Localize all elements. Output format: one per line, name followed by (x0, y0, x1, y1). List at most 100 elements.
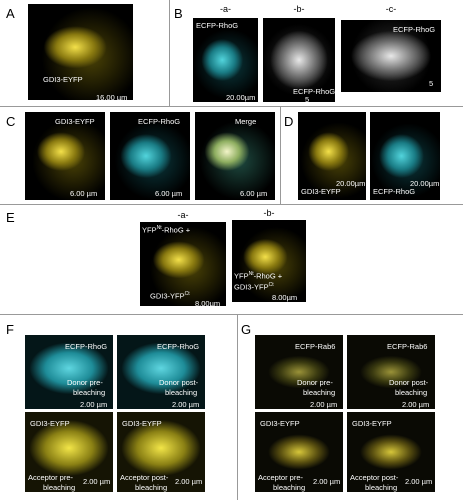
image-caption: bleaching (73, 388, 106, 397)
image-caption: Merge (235, 117, 257, 126)
image-caption: ECFP-RhoG (196, 21, 239, 30)
caption-part: -RhoG + (253, 271, 283, 281)
image-caption: 2.00 µm (405, 477, 433, 486)
separator (280, 106, 281, 204)
micrograph: ECFP-Rab6 Donor post-bleaching 2.00 µm (347, 335, 435, 409)
caption-part: Ct (184, 291, 190, 297)
caption-part: Nt (156, 225, 162, 231)
image-caption: 20.00µm (410, 179, 440, 188)
caption-part: Ct (268, 282, 274, 288)
image-caption: Acceptor post- (350, 473, 399, 482)
image-caption: 20.00µm (336, 179, 366, 188)
separator (0, 204, 463, 205)
image-caption: bleaching (303, 388, 336, 397)
micrograph: GDI3-EYFP Acceptor pre-bleaching 2.00 µm (25, 412, 113, 492)
image-caption: 2.00 µm (175, 477, 203, 486)
panel-label: B (174, 6, 183, 21)
micrograph: GDI3-EYFP Acceptor post-bleaching 2.00 µm (117, 412, 205, 492)
image-caption: GDI3-EYFP (301, 187, 341, 196)
image-caption: bleaching (43, 483, 76, 492)
caption-part: YFP (142, 225, 157, 235)
image-caption: Acceptor pre- (28, 473, 74, 482)
image-caption: 5 (305, 95, 310, 102)
subpanel-label: -a- (220, 4, 231, 14)
image-caption: bleaching (273, 483, 306, 492)
caption-part: -RhoG + (161, 225, 191, 235)
micrograph: ECFP-RhoG Donor pre-bleaching 2.00 µm (25, 335, 113, 409)
image-caption: Donor pre- (67, 378, 103, 387)
subpanel-label: -b- (293, 4, 305, 14)
panel-label: D (284, 114, 294, 129)
image-caption: ECFP-RhoG (393, 25, 436, 34)
image-caption: 2.00 µm (83, 477, 111, 486)
image-caption: YFPNt-RhoG + (142, 226, 190, 234)
micrograph: GDI3-EYFP 16.00 µm (28, 4, 133, 100)
image-caption: ECFP-RhoG (293, 87, 335, 96)
panel-label: A (6, 6, 15, 21)
image-caption: 6.00 µm (70, 189, 98, 198)
image-caption: ECFP-Rab6 (295, 342, 336, 351)
image-caption: 5 (429, 79, 434, 88)
micrograph: ECFP-RhoG 6.00 µm (110, 112, 190, 200)
panel-label: F (6, 322, 14, 337)
micrograph: YFPNt-RhoG + GDI3-YFPCt 8.00µm (140, 222, 226, 306)
panel-label: G (241, 322, 252, 337)
separator (0, 314, 463, 315)
image-caption: 2.00 µm (310, 400, 338, 409)
image-caption: 8.00µm (195, 299, 221, 306)
image-caption: bleaching (395, 388, 428, 397)
micrograph: YFPNt-RhoG + GDI3-YFPCt 8.00µm (232, 220, 306, 302)
micrograph: Merge 6.00 µm (195, 112, 275, 200)
image-caption: Donor post- (389, 378, 429, 387)
image-caption: GDI3-EYFP (30, 419, 70, 428)
image-caption: 16.00 µm (96, 93, 128, 100)
image-caption: ECFP-RhoG (373, 187, 416, 196)
image-caption: ECFP-RhoG (138, 117, 181, 126)
separator (0, 106, 463, 107)
micrograph: GDI3-EYFP 6.00 µm (25, 112, 105, 200)
image-caption: GDI3-EYFP (55, 117, 95, 126)
caption-part: GDI3-YFP (234, 282, 269, 292)
image-caption: 6.00 µm (240, 189, 268, 198)
image-caption: 2.00 µm (313, 477, 341, 486)
image-caption: Acceptor pre- (258, 473, 304, 482)
image-caption: Acceptor post- (120, 473, 169, 482)
subpanel-label: -a- (177, 210, 189, 220)
panel-label: C (6, 114, 16, 129)
image-caption: Donor post- (159, 378, 199, 387)
panel-label: E (6, 210, 15, 225)
image-caption: 8.00µm (272, 293, 298, 302)
micrograph: ECFP-Rab6 Donor pre-bleaching 2.00 µm (255, 335, 343, 409)
subpanel-label: -c- (385, 4, 397, 14)
image-caption: Donor pre- (297, 378, 333, 387)
micrograph: ECFP-RhoG 5 (341, 20, 441, 92)
caption-part: GDI3-YFP (150, 291, 185, 301)
subpanel-label: -b- (263, 208, 275, 218)
image-caption: 2.00 µm (172, 400, 200, 409)
image-caption: 6.00 µm (155, 189, 183, 198)
image-caption: YFPNt-RhoG + (234, 272, 282, 280)
image-caption: GDI3-EYFP (260, 419, 300, 428)
image-caption: bleaching (135, 483, 168, 492)
micrograph: ECFP-RhoG 5 (263, 18, 335, 102)
image-caption: ECFP-RhoG (65, 342, 108, 351)
image-caption: 2.00 µm (80, 400, 108, 409)
micrograph: ECFP-RhoG Donor post-bleaching 2.00 µm (117, 335, 205, 409)
image-caption: ECFP-Rab6 (387, 342, 428, 351)
caption-part: YFP (234, 271, 249, 281)
image-caption: ECFP-RhoG (157, 342, 200, 351)
micrograph: ECFP-RhoG 20.00µm (193, 18, 258, 102)
image-caption: GDI3-YFPCt (150, 292, 190, 300)
image-caption: GDI3-EYFP (122, 419, 162, 428)
separator (237, 314, 238, 500)
image-caption: 2.00 µm (402, 400, 430, 409)
micrograph: GDI3-EYFP 20.00µm (298, 112, 366, 200)
image-caption: bleaching (165, 388, 198, 397)
separator (169, 0, 170, 106)
image-caption: 20.00µm (226, 93, 256, 102)
image-caption: GDI3-EYFP (352, 419, 392, 428)
image-caption: GDI3-EYFP (43, 75, 83, 84)
image-caption: bleaching (365, 483, 398, 492)
micrograph: GDI3-EYFP Acceptor post-bleaching 2.00 µm (347, 412, 435, 492)
